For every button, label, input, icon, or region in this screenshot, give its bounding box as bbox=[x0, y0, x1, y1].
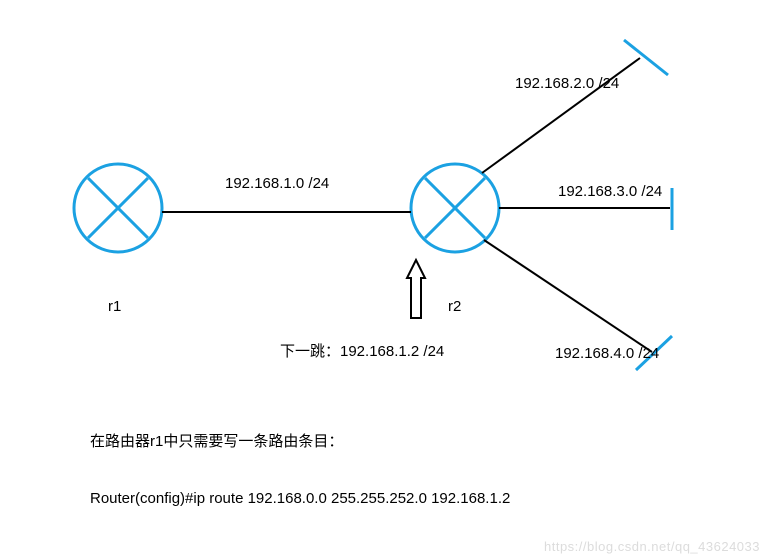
caption-2: Router(config)#ip route 192.168.0.0 255.… bbox=[90, 490, 510, 507]
link-label-net3: 192.168.3.0 /24 bbox=[558, 183, 662, 200]
router-label-r2: r2 bbox=[448, 298, 461, 315]
link-label-net2: 192.168.2.0 /24 bbox=[515, 75, 619, 92]
diagram-canvas bbox=[0, 0, 768, 560]
watermark: https://blog.csdn.net/qq_43624033 bbox=[544, 539, 760, 554]
next-hop-label: 下一跳：192.168.1.2 /24 bbox=[280, 340, 444, 361]
link-label-net4: 192.168.4.0 /24 bbox=[555, 345, 659, 362]
link-label-r1r2: 192.168.1.0 /24 bbox=[225, 175, 329, 192]
caption-1: 在路由器r1中只需要写一条路由条目： bbox=[90, 430, 343, 451]
router-label-r1: r1 bbox=[108, 298, 121, 315]
